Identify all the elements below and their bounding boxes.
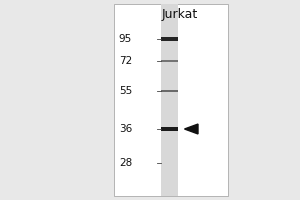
Bar	[161, 60, 178, 62]
Bar	[114, 4, 228, 196]
Bar	[161, 4, 178, 196]
Bar	[161, 37, 178, 41]
Text: Jurkat: Jurkat	[162, 8, 198, 21]
Text: 36: 36	[119, 124, 132, 134]
Text: 95: 95	[119, 34, 132, 44]
Text: 28: 28	[119, 158, 132, 168]
Text: 55: 55	[119, 86, 132, 96]
Bar	[161, 127, 178, 131]
Bar	[161, 90, 178, 92]
Polygon shape	[184, 124, 198, 134]
Text: 72: 72	[119, 56, 132, 66]
